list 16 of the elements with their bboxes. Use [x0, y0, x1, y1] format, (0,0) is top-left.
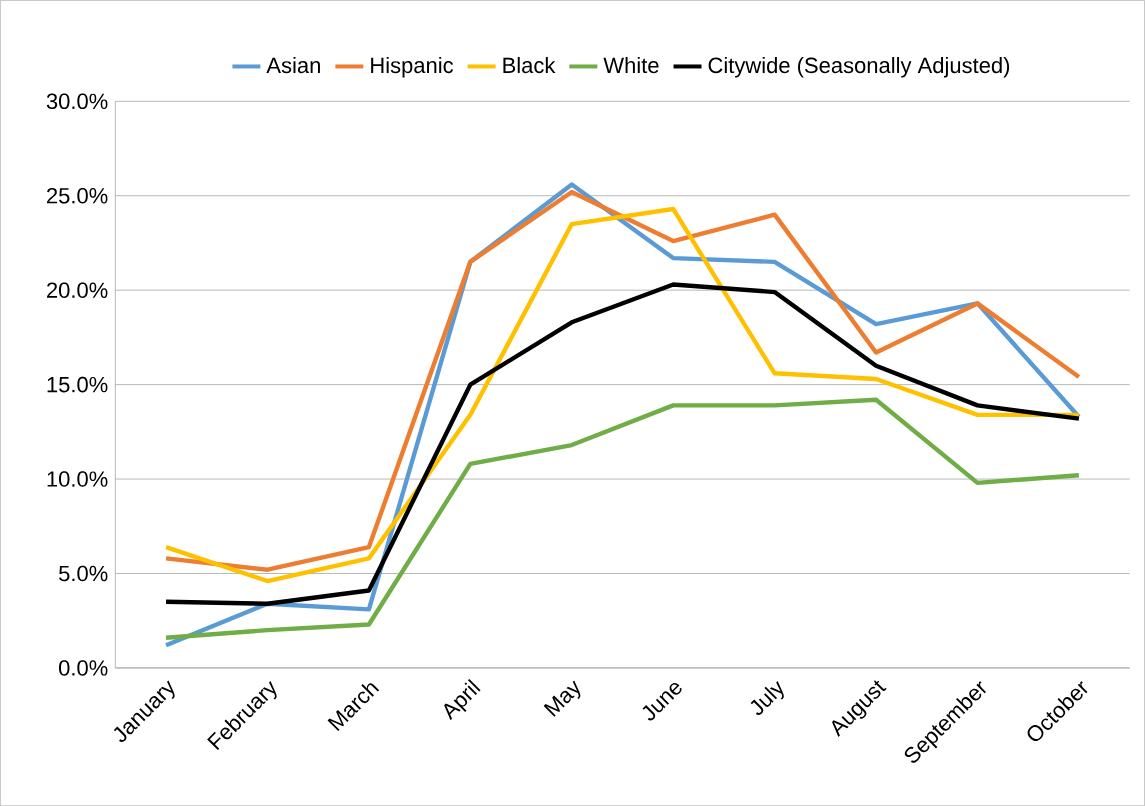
line-series [163, 282, 1082, 606]
y-tick-label: 5.0% [59, 565, 108, 582]
y-tick-label: 0.0% [59, 660, 108, 676]
legend-label: Asian [266, 56, 320, 74]
legend-label: Black [503, 56, 556, 74]
x-tick-label: July [750, 680, 784, 715]
y-tick-label: 10.0% [47, 471, 108, 487]
y-tick-label: 25.0% [47, 187, 108, 204]
y-tick-label: 30.0% [46, 93, 108, 109]
y-tick-label: 20.0% [47, 282, 108, 298]
line-series [163, 397, 1082, 640]
legend-label: Hispanic [371, 56, 454, 78]
legend-label: White [603, 56, 659, 74]
y-tick-label: 15.0% [47, 376, 108, 393]
legend-label: Citywide (Seasonally Adjusted) [708, 56, 1010, 78]
x-tick-label: May [543, 680, 581, 717]
